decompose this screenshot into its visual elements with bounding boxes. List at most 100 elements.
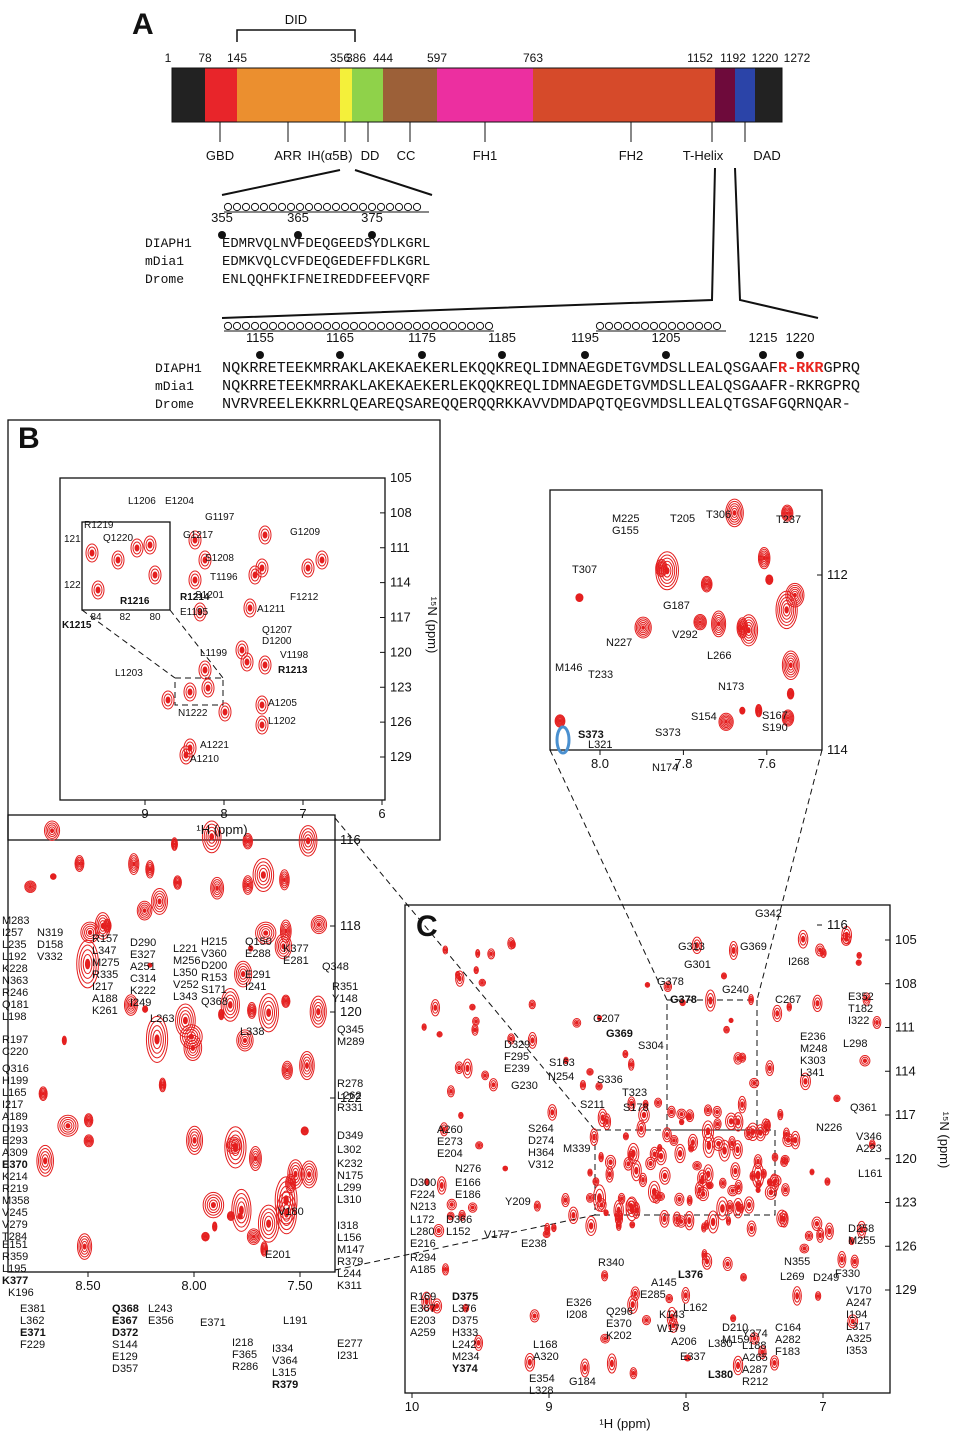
contour — [763, 1172, 765, 1175]
contour — [721, 1205, 725, 1213]
peak-label: N227 — [606, 637, 632, 649]
helix-coil — [368, 322, 375, 329]
y-tick-label: 116 — [340, 832, 361, 847]
x-tick-label: 8 — [220, 806, 227, 821]
contour — [66, 1124, 70, 1128]
contour — [657, 1101, 659, 1104]
peak-label: L376 — [678, 1269, 703, 1281]
contour — [696, 1164, 699, 1167]
peak-label: S336 — [597, 1074, 623, 1086]
x-tick-label: 7 — [299, 806, 306, 821]
contour — [707, 1171, 710, 1177]
peak-label: L328 — [529, 1385, 553, 1397]
peak-label: E367 — [410, 1303, 436, 1315]
x-tick-label: 7.6 — [758, 756, 776, 771]
peak-label: T237 — [776, 514, 801, 526]
peak-label: Y374 — [452, 1363, 479, 1375]
contour — [678, 1197, 681, 1201]
panel-label: A — [132, 8, 154, 41]
peak-label: N226 — [816, 1122, 842, 1134]
peak-label: R294 — [410, 1252, 436, 1264]
peak-label: L338 — [240, 1026, 264, 1038]
peak-label: L188 — [742, 1340, 766, 1352]
residue-dot — [418, 351, 426, 359]
contour — [736, 1147, 739, 1153]
domain-segment — [172, 68, 205, 122]
contour — [742, 710, 743, 711]
species-name: Drome — [155, 397, 194, 412]
sequence: NQKRRETEEKMRRAKLAKEKAEKERLEKQQKREQLIDMNA… — [222, 377, 860, 395]
peak-label: L302 — [337, 1144, 361, 1156]
contour — [205, 1236, 206, 1238]
contour — [757, 1189, 758, 1191]
peak-label: R278 — [337, 1078, 363, 1090]
peak-label: S178 — [623, 1102, 649, 1114]
contour — [756, 1171, 760, 1179]
contour — [668, 1297, 670, 1300]
contour — [790, 693, 791, 695]
peak-label: L299 — [337, 1182, 361, 1194]
contour — [660, 567, 662, 570]
contour — [726, 1262, 729, 1266]
peak-label: I208 — [566, 1309, 587, 1321]
contour — [758, 710, 759, 712]
peak-label: D193 — [2, 1123, 28, 1135]
contour — [734, 1168, 737, 1174]
residue-number: 1185 — [488, 330, 516, 345]
zoom-line — [735, 168, 818, 318]
contour — [214, 1226, 215, 1228]
peak-label: L195 — [2, 1263, 26, 1275]
contour — [845, 937, 848, 941]
peak-label: V170 — [846, 1285, 872, 1297]
peak-label: M147 — [337, 1244, 365, 1256]
panel-label: C — [416, 910, 438, 943]
position-label: 386 — [346, 51, 366, 65]
contour — [579, 597, 580, 598]
contour — [632, 1150, 636, 1157]
peak-label: D375 — [452, 1315, 478, 1327]
peak-label: D1200 — [262, 636, 292, 647]
helix-coil — [623, 322, 630, 329]
contour — [803, 1247, 806, 1250]
peak-label: E370 — [2, 1159, 28, 1171]
y-tick-label: 118 — [340, 918, 361, 933]
peak-label: M248 — [800, 1043, 828, 1055]
residue-number: 1195 — [571, 330, 599, 345]
contour — [627, 1162, 630, 1166]
helix-coil — [485, 322, 492, 329]
peak-label: K202 — [606, 1330, 632, 1342]
contour — [774, 1179, 778, 1183]
peak-label: E371 — [200, 1317, 226, 1329]
residue-number: 1155 — [246, 330, 274, 345]
contour — [863, 1059, 866, 1062]
contour — [649, 1161, 652, 1165]
x-tick-label: 7 — [819, 1399, 826, 1414]
peak-label: L310 — [337, 1194, 361, 1206]
peak-label: L321 — [588, 739, 612, 751]
position-label: 1272 — [784, 51, 811, 65]
peak-label: R1219 — [84, 520, 114, 531]
contour — [149, 868, 151, 871]
peak-label: G230 — [511, 1080, 538, 1092]
contour — [673, 1139, 676, 1142]
y-tick-label: 105 — [390, 470, 412, 485]
helix-coil — [224, 322, 231, 329]
contour — [188, 689, 192, 695]
helix-coil — [233, 203, 240, 210]
peak-label: L280 — [410, 1226, 434, 1238]
content: ADID178145356386444597763115211921220127… — [2, 8, 952, 1431]
contour — [769, 1190, 773, 1195]
contour — [678, 1150, 681, 1156]
contour — [841, 1257, 844, 1262]
helix-coil — [314, 322, 321, 329]
contour — [618, 1217, 620, 1221]
peak-label: L263 — [150, 1013, 174, 1025]
peak-label: I231 — [337, 1350, 358, 1362]
residue-number: 1215 — [749, 330, 778, 345]
peak-label: G207 — [593, 1013, 620, 1025]
peak-label: V177 — [484, 1229, 510, 1241]
contour — [858, 962, 860, 964]
zoom-line — [355, 170, 432, 195]
y-tick-label: 120 — [895, 1151, 917, 1166]
peak-label: M256 — [173, 955, 201, 967]
